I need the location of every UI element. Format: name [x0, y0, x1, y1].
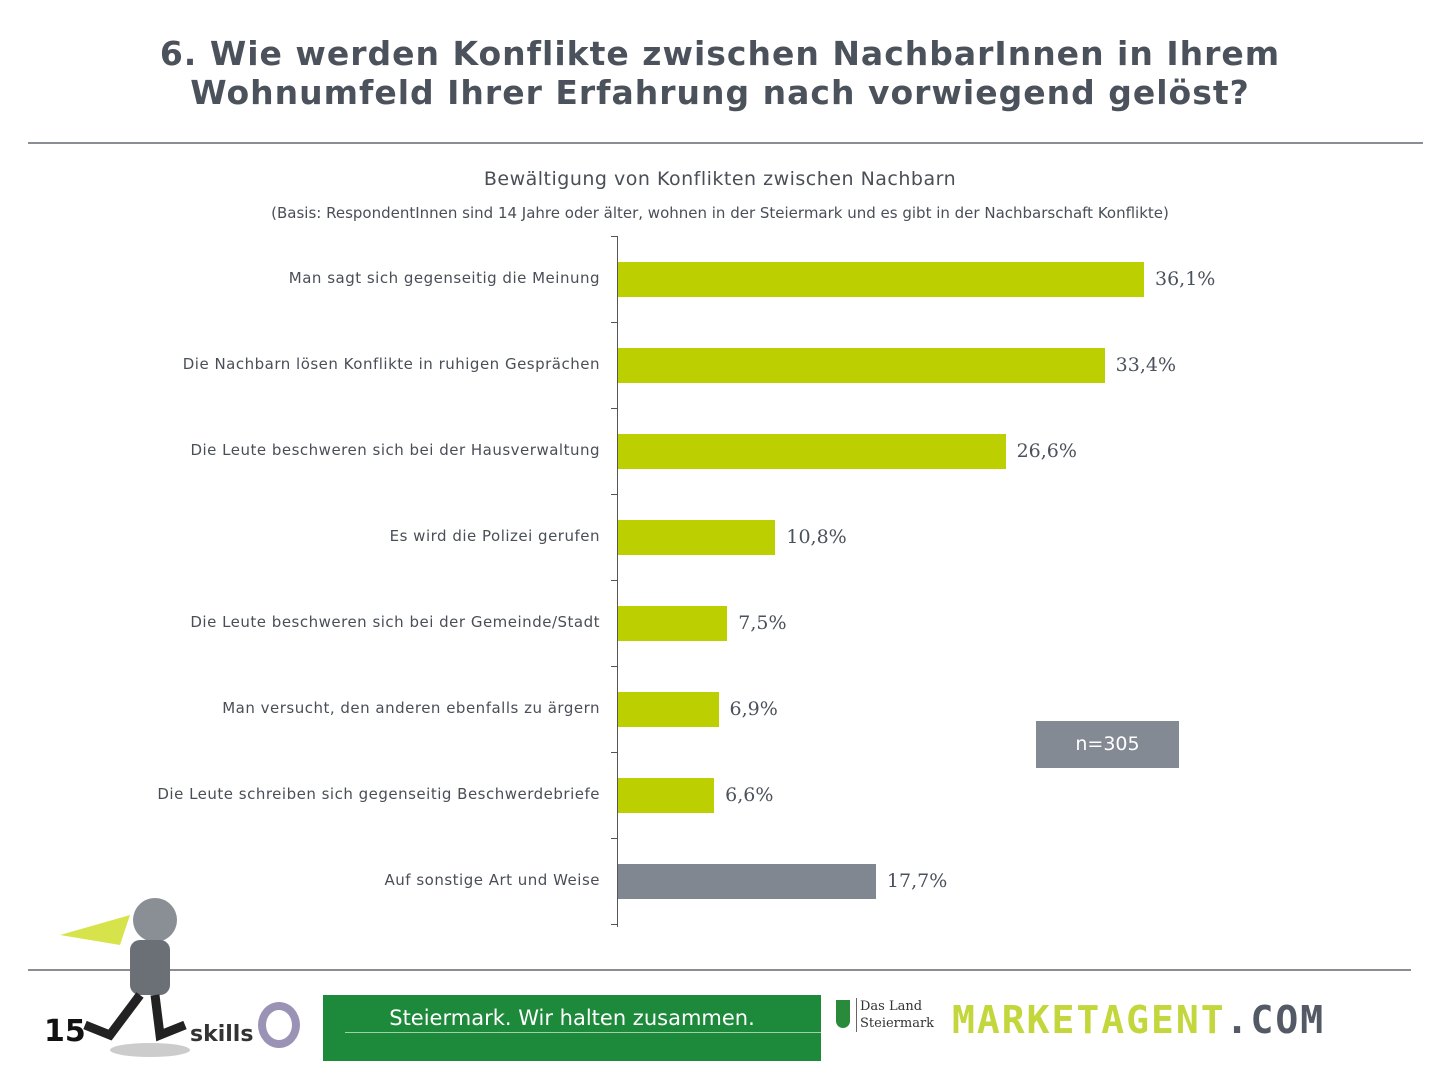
category-label: Die Leute beschweren sich bei der Hausve… — [190, 441, 600, 459]
bar — [618, 434, 1006, 469]
y-tick — [611, 408, 617, 409]
title-line-1: 6. Wie werden Konflikte zwischen Nachbar… — [159, 34, 1281, 73]
category-label: Man versucht, den anderen ebenfalls zu ä… — [222, 699, 600, 717]
divider — [28, 142, 1423, 144]
value-label: 26,6% — [1016, 440, 1077, 462]
chart-subtitle: (Basis: RespondentInnen sind 14 Jahre od… — [271, 204, 1169, 222]
value-label: 33,4% — [1115, 354, 1177, 376]
value-label: 10,8% — [786, 526, 847, 548]
bar — [618, 348, 1105, 383]
chart-title: Bewältigung von Konflikten zwischen Nach… — [483, 168, 957, 190]
bar — [618, 520, 776, 555]
value-label: 17,7% — [886, 870, 948, 892]
y-tick — [611, 838, 617, 839]
category-label: Es wird die Polizei gerufen — [389, 527, 600, 545]
bar — [618, 864, 876, 899]
y-tick — [611, 924, 617, 925]
y-tick — [611, 494, 617, 495]
marketagent-logo: MARKETAGENT.COM — [952, 998, 1325, 1042]
category-label: Man sagt sich gegenseitig die Meinung — [288, 269, 600, 287]
coat-of-arms-icon — [836, 1000, 850, 1028]
title-line-2: Wohnumfeld Ihrer Erfahrung nach vorwiege… — [190, 73, 1250, 112]
y-tick — [611, 666, 617, 667]
bar — [618, 692, 719, 727]
mascot-icon — [60, 898, 190, 1057]
bar — [618, 606, 728, 641]
land-steiermark-logo: Das Land Steiermark — [856, 998, 934, 1032]
category-label: Die Leute beschweren sich bei der Gemein… — [190, 613, 600, 631]
y-axis — [617, 236, 618, 927]
category-label: Die Leute schreiben sich gegenseitig Bes… — [157, 785, 600, 803]
page-number: 15 — [44, 1014, 86, 1049]
brand-main: MARKETAGENT — [952, 998, 1226, 1042]
bar — [618, 778, 715, 813]
value-label: 7,5% — [738, 612, 787, 634]
category-label: Auf sonstige Art und Weise — [384, 871, 600, 889]
sample-size-badge: n=305 — [1036, 721, 1179, 768]
skills-logo: skills — [190, 1022, 254, 1047]
brand-tld: .COM — [1225, 998, 1326, 1042]
value-label: 36,1% — [1155, 268, 1216, 290]
y-tick — [611, 580, 617, 581]
skills-logo-ring — [258, 1002, 300, 1048]
page-title: 6. Wie werden Konflikte zwischen Nachbar… — [0, 34, 1440, 112]
bar — [618, 262, 1144, 297]
y-tick — [611, 752, 617, 753]
land-line-2: Steiermark — [860, 1016, 935, 1031]
y-tick — [611, 322, 617, 323]
value-label: 6,9% — [729, 698, 778, 720]
land-line-1: Das Land — [860, 999, 923, 1014]
y-tick — [611, 236, 617, 237]
footer-divider — [28, 969, 1411, 971]
category-label: Die Nachbarn lösen Konflikte in ruhigen … — [182, 355, 600, 373]
slogan-banner: Steiermark. Wir halten zusammen. — [323, 995, 821, 1061]
value-label: 6,6% — [725, 784, 774, 806]
